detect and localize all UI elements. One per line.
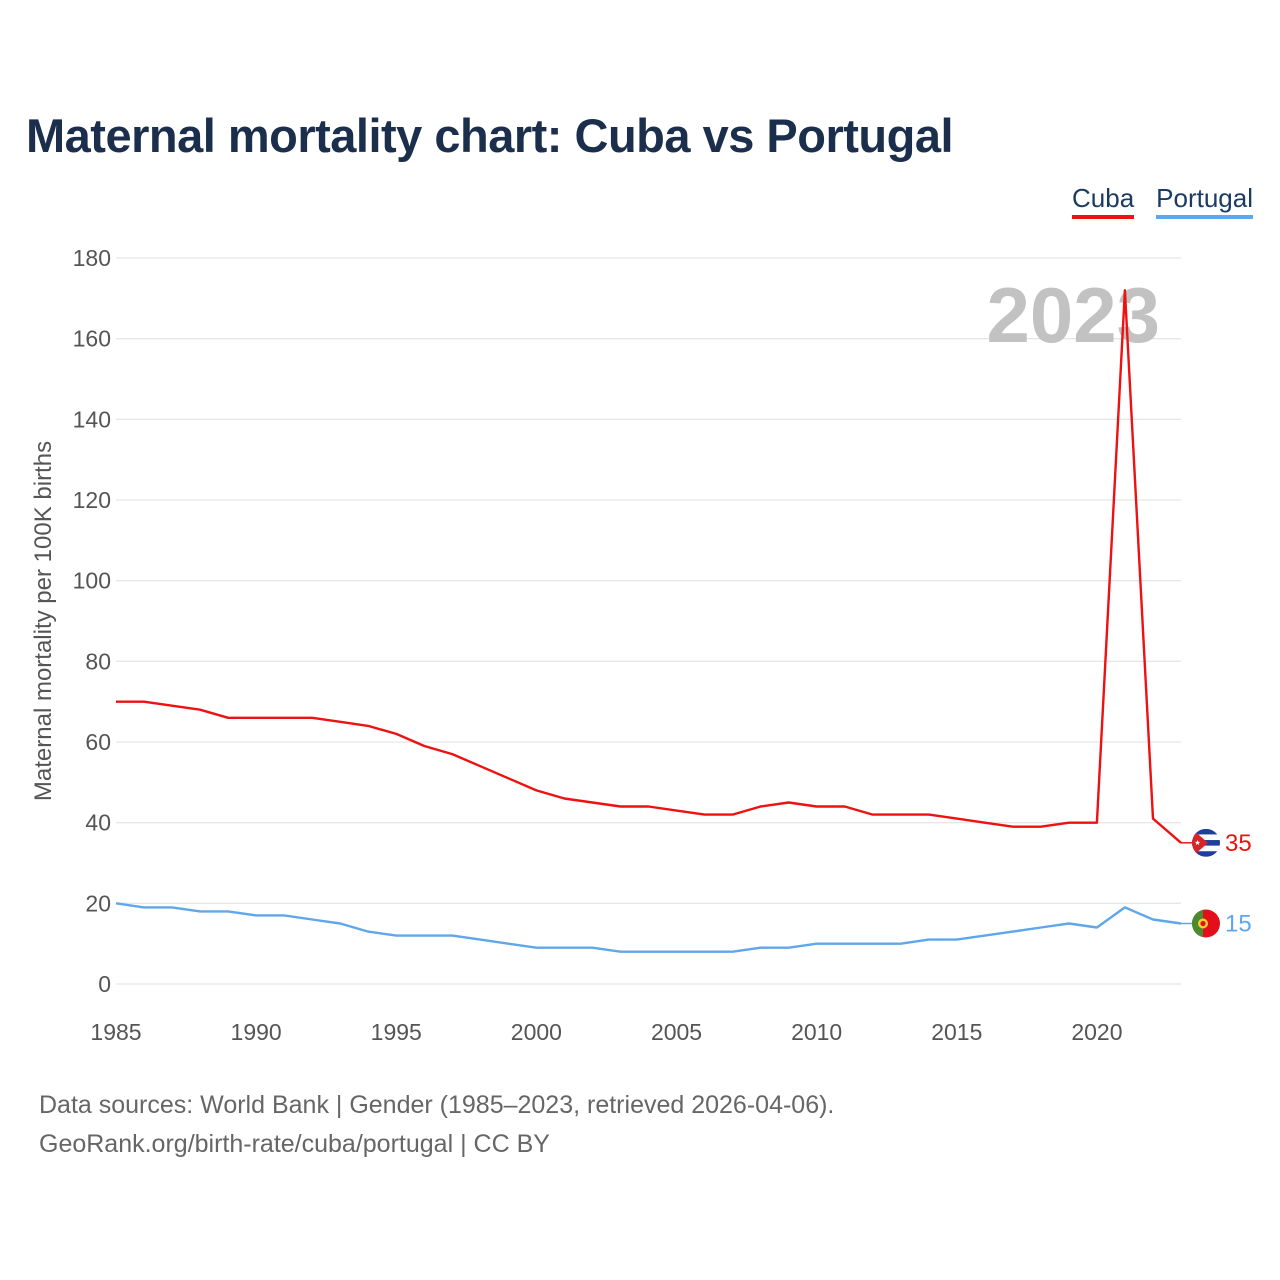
x-tick-label: 2015: [931, 1019, 982, 1045]
series-lines: [115, 289, 1192, 953]
y-tick-label: 40: [85, 810, 111, 836]
cuba-end-value: 35: [1225, 830, 1252, 857]
cuba-flag-icon: [1192, 828, 1220, 857]
footer: Data sources: World Bank | Gender (1985–…: [39, 1086, 834, 1164]
y-tick-label: 100: [73, 568, 111, 594]
y-axis-label: Maternal mortality per 100K births: [30, 441, 57, 801]
portugal-flag-icon: [1192, 909, 1220, 938]
footer-credit: GeoRank.org/birth-rate/cuba/portugal | C…: [39, 1130, 550, 1158]
x-tick-label: 2000: [511, 1019, 562, 1045]
end-labels: 35 15: [1225, 830, 1252, 938]
x-axis-ticks: 1985 1990 1995 2000 2005 2010 2015 2020: [90, 1019, 1122, 1045]
y-tick-label: 180: [73, 245, 111, 271]
x-tick-label: 2020: [1071, 1019, 1122, 1045]
y-tick-label: 120: [73, 487, 111, 513]
y-tick-label: 0: [98, 971, 111, 997]
legend-item-cuba[interactable]: Cuba: [1072, 183, 1135, 219]
legend: Cuba Portugal: [1072, 183, 1253, 219]
y-tick-label: 20: [85, 890, 111, 916]
portugal-end-value: 15: [1225, 911, 1252, 938]
x-tick-label: 1990: [231, 1019, 282, 1045]
y-tick-label: 60: [85, 729, 111, 755]
y-axis-ticks: 0 20 40 60 80 100 120 140 160 180: [73, 245, 111, 997]
series-line-portugal[interactable]: [115, 902, 1182, 953]
x-tick-label: 1995: [371, 1019, 422, 1045]
end-markers: [1192, 828, 1220, 938]
y-tick-label: 140: [73, 406, 111, 432]
series-line-cuba[interactable]: [116, 289, 1182, 844]
x-tick-label: 2010: [791, 1019, 842, 1045]
year-label: 2023: [986, 271, 1160, 359]
y-tick-label: 80: [85, 648, 111, 674]
x-tick-label: 1985: [90, 1019, 141, 1045]
y-tick-label: 160: [73, 326, 111, 352]
chart-title: Maternal mortality chart: Cuba vs Portug…: [26, 109, 954, 162]
legend-item-portugal[interactable]: Portugal: [1156, 183, 1253, 219]
grid-lines: [116, 257, 1181, 985]
line-chart: 0 20 40 60 80 100 120 140 160 180 1985 1990 1995 200…: [30, 245, 1252, 1045]
footer-sources: Data sources: World Bank | Gender (1985–…: [39, 1091, 835, 1119]
x-tick-label: 2005: [651, 1019, 702, 1045]
